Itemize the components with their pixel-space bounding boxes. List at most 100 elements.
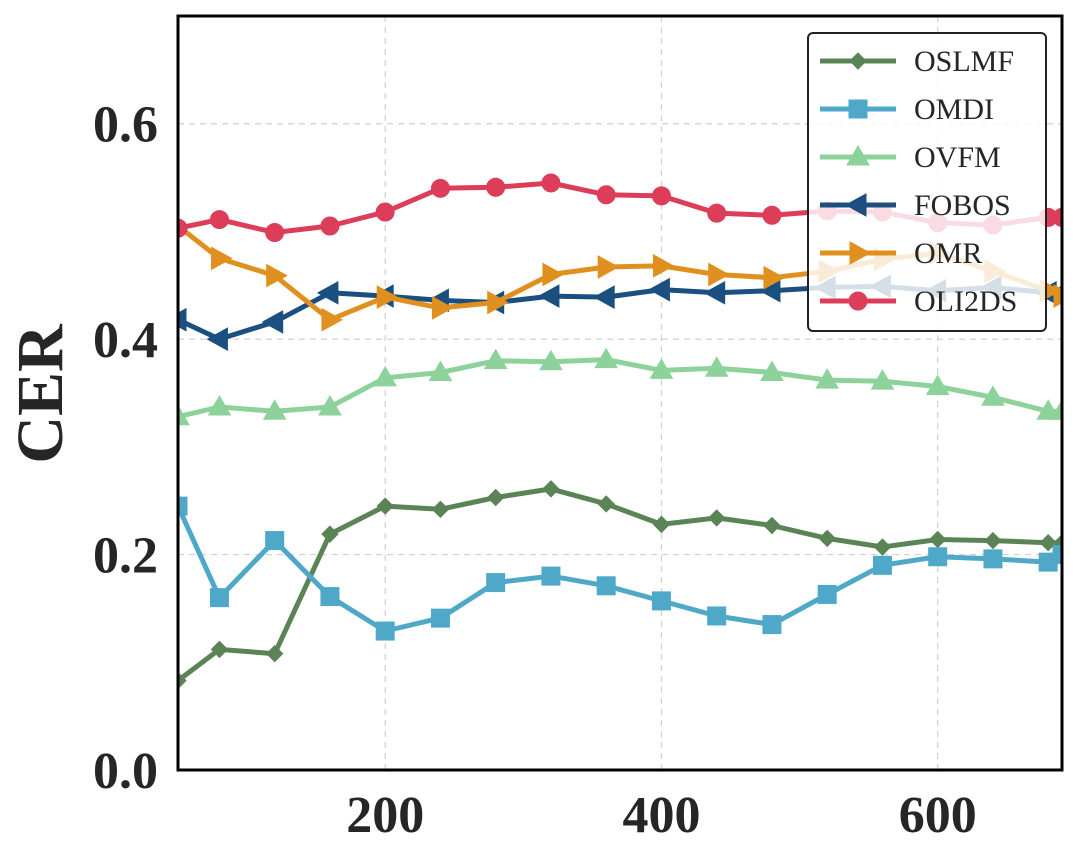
data-point-omdi <box>872 555 892 575</box>
data-point-omdi <box>430 608 450 628</box>
data-point-omr <box>210 246 233 271</box>
legend-item-oslmf: OSLMF <box>820 45 1014 78</box>
data-point-fobos <box>206 327 228 351</box>
series-omdi <box>178 496 1062 641</box>
data-point-oslmf <box>178 671 187 690</box>
data-point-oli2ds <box>209 210 229 230</box>
data-point-oslmf <box>984 531 1002 550</box>
data-point-omdi <box>486 573 506 593</box>
data-point-oli2ds <box>541 173 561 193</box>
data-point-omr <box>376 285 399 309</box>
data-point-oslmf <box>431 500 450 519</box>
legend-item-ovfm: OVFM <box>820 141 1001 174</box>
data-point-oli2ds <box>707 203 727 223</box>
data-point-omdi <box>209 588 229 608</box>
data-point-ovfm <box>539 349 563 371</box>
y-tick-label: 0.2 <box>93 528 158 585</box>
data-point-ovfm <box>704 356 729 377</box>
legend-label: OLI2DS <box>914 285 1017 318</box>
data-point-oslmf <box>265 644 284 663</box>
plot-frame <box>176 14 1064 772</box>
data-point-ovfm <box>262 399 287 420</box>
data-point-oslmf <box>763 516 781 535</box>
data-point-omr <box>542 262 564 287</box>
data-point-ovfm <box>1050 399 1062 420</box>
data-point-omr <box>763 265 785 290</box>
data-point-oli2ds <box>265 223 285 243</box>
data-point-oli2ds <box>430 178 450 198</box>
data-point-omdi <box>375 621 395 641</box>
data-point-oli2ds <box>320 216 340 236</box>
data-point-omdi <box>596 576 616 596</box>
data-point-omdi <box>928 547 948 567</box>
data-point-omdi <box>1052 545 1062 565</box>
legend-label: OVFM <box>914 141 1001 174</box>
data-point-ovfm <box>318 395 342 416</box>
series-ovfm <box>178 347 1062 426</box>
x-tick-label: 600 <box>899 787 977 844</box>
data-point-oslmf <box>1039 534 1057 552</box>
y-tick-label: 0.0 <box>93 743 158 800</box>
data-point-fobos <box>703 280 726 305</box>
y-axis-title: CER <box>4 323 77 464</box>
data-point-oli2ds <box>178 218 188 238</box>
data-point-omdi <box>541 566 561 586</box>
legend-marker-omr <box>849 241 872 265</box>
y-tick-label: 0.6 <box>93 97 158 154</box>
data-point-fobos <box>648 277 670 302</box>
data-point-ovfm <box>981 385 1005 406</box>
data-point-fobos <box>593 285 615 309</box>
legend-item-fobos: FOBOS <box>820 189 1011 222</box>
data-point-omdi <box>178 496 188 516</box>
data-point-ovfm <box>483 348 508 370</box>
data-point-ovfm <box>870 369 895 390</box>
data-point-oslmf <box>542 480 560 498</box>
data-point-omdi <box>817 584 837 604</box>
data-point-omr <box>708 262 730 287</box>
legend-marker-fobos <box>844 193 867 217</box>
data-point-omdi <box>320 587 340 607</box>
data-point-omr <box>652 254 675 278</box>
data-point-oslmf <box>818 529 836 548</box>
data-point-oslmf <box>652 515 671 534</box>
legend-item-oli2ds: OLI2DS <box>820 285 1017 318</box>
data-point-oli2ds <box>375 202 395 222</box>
y-tick-label: 0.4 <box>93 312 158 369</box>
data-point-oslmf <box>597 495 615 513</box>
data-point-oslmf <box>873 538 892 556</box>
data-point-ovfm <box>649 358 674 379</box>
data-point-oli2ds <box>486 177 506 197</box>
legend-marker-oli2ds <box>848 291 868 311</box>
legend-label: OMDI <box>914 93 994 126</box>
data-point-omr <box>597 255 620 279</box>
series-line-ovfm <box>178 357 1062 420</box>
data-point-fobos <box>537 284 560 308</box>
legend-item-omr: OMR <box>820 237 982 270</box>
series-oslmf <box>178 480 1062 690</box>
legend-label: OMR <box>914 237 982 270</box>
legend-label: FOBOS <box>914 189 1011 222</box>
data-point-omdi <box>762 615 782 635</box>
data-point-fobos <box>178 307 187 332</box>
x-tick-label: 400 <box>622 787 700 844</box>
data-point-fobos <box>316 280 339 305</box>
data-point-fobos <box>261 310 284 334</box>
data-point-oslmf <box>321 525 339 543</box>
data-point-ovfm <box>207 395 232 416</box>
data-point-oli2ds <box>762 205 782 225</box>
data-point-ovfm <box>594 347 619 369</box>
series-line-omdi <box>178 505 1062 634</box>
legend-item-omdi: OMDI <box>820 93 994 126</box>
data-point-oli2ds <box>596 185 616 205</box>
legend-marker-ovfm <box>846 145 870 166</box>
data-point-omr <box>266 263 288 288</box>
series-line-oslmf <box>178 486 1062 683</box>
data-point-ovfm <box>428 360 453 382</box>
data-point-oli2ds <box>651 186 671 206</box>
data-point-omdi <box>265 531 285 551</box>
legend: OSLMF OMDI OVFM FOBOS OMR OLI2DS <box>807 32 1047 332</box>
data-point-oslmf <box>210 640 229 659</box>
data-point-oslmf <box>486 488 505 507</box>
data-point-ovfm <box>760 360 784 382</box>
data-point-ovfm <box>925 374 950 396</box>
